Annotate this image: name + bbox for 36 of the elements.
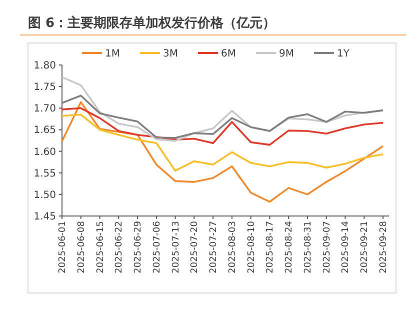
y-tick-label: 1.55	[34, 168, 56, 180]
x-tick-label: 2025-09-14	[341, 220, 352, 274]
legend-label: 6M	[221, 48, 236, 60]
x-tick-label: 2025-08-31	[303, 221, 314, 274]
y-tick-label: 1.45	[34, 212, 56, 222]
y-tick-label: 1.50	[34, 190, 56, 201]
chart-title: 图 6：主要期限存单加权发行价格（亿元）	[28, 15, 276, 31]
y-tick-label: 1.75	[34, 82, 56, 94]
x-tick-label: 2025-07-27	[209, 221, 220, 274]
x-tick-label: 2025-08-17	[266, 221, 276, 274]
line-series	[61, 114, 384, 172]
x-tick-label: 2025-08-03	[228, 221, 238, 274]
x-tick-label: 2025-08-10	[246, 220, 257, 274]
x-tick-label: 2025-07-06	[152, 220, 162, 274]
line-series	[61, 94, 384, 139]
y-tick-label: 1.70	[34, 104, 56, 115]
legend-label: 1M	[105, 48, 120, 60]
x-tick-label: 2025-08-24	[284, 220, 295, 274]
x-tick-label: 2025-06-01	[58, 221, 68, 274]
x-tick-label: 2025-09-07	[322, 221, 332, 274]
y-tick-label: 1.60	[34, 146, 56, 158]
x-tick-label: 2025-09-28	[379, 220, 389, 274]
legend-label: 3M	[163, 48, 178, 60]
y-tick-label: 1.65	[34, 125, 56, 136]
legend-label: 1Y	[337, 48, 350, 60]
x-tick-label: 2025-06-29	[134, 220, 144, 274]
legend-label: 9M	[279, 48, 294, 60]
x-tick-label: 2025-06-22	[114, 221, 125, 274]
y-tick-label: 1.80	[34, 60, 56, 72]
x-tick-label: 2025-06-15	[96, 221, 106, 274]
line-series	[61, 107, 384, 146]
x-tick-label: 2025-07-13	[171, 221, 182, 274]
x-tick-label: 2025-07-20	[190, 220, 200, 274]
line-series	[61, 101, 384, 203]
x-tick-label: 2025-06-08	[76, 220, 87, 274]
x-tick-label: 2025-09-21	[360, 221, 370, 274]
